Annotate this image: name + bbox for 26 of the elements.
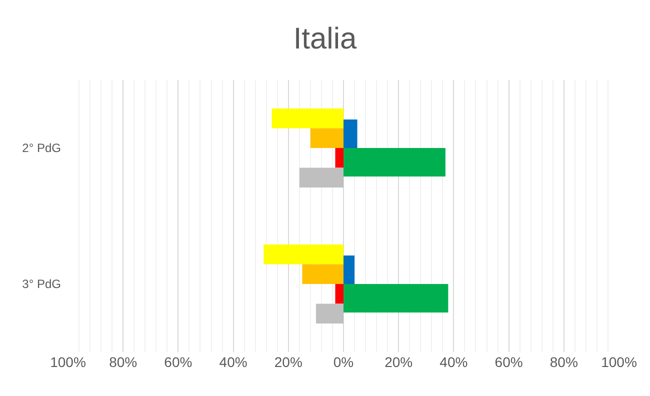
x-tick-label: 40% — [440, 354, 468, 370]
bar — [299, 168, 344, 188]
x-tick-label: 60% — [494, 354, 523, 370]
y-tick-label: 3° PdG — [22, 277, 61, 292]
bar — [344, 255, 355, 284]
x-tick-label: 80% — [109, 354, 138, 370]
bar — [302, 264, 344, 284]
x-tick-label: 100% — [50, 354, 86, 370]
chart-title: Italia — [293, 22, 357, 56]
bar — [344, 119, 358, 148]
bar — [335, 148, 344, 168]
x-tick-label: 40% — [219, 354, 248, 370]
x-tick-label: 20% — [274, 354, 302, 370]
bar — [344, 148, 446, 177]
bar — [316, 304, 344, 324]
bar — [310, 128, 344, 148]
bar — [272, 108, 344, 128]
bar — [344, 284, 448, 313]
x-tick-label: 80% — [550, 354, 578, 370]
bar — [335, 284, 344, 304]
x-tick-label: 0% — [333, 354, 354, 370]
y-tick-label: 2° PdG — [22, 141, 61, 156]
x-tick-label: 100% — [601, 354, 637, 370]
bar — [264, 244, 344, 264]
x-tick-label: 60% — [164, 354, 192, 370]
x-tick-label: 20% — [384, 354, 413, 370]
